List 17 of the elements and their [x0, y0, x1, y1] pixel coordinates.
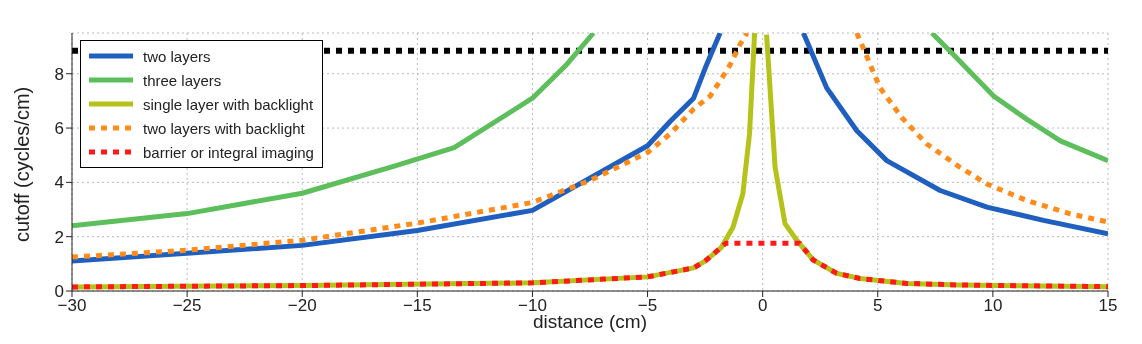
- x-tick-label: −25: [172, 296, 202, 316]
- x-tick-label: 5: [873, 296, 883, 316]
- y-tick-label: 8: [54, 64, 64, 84]
- x-tick-label: −20: [287, 296, 317, 316]
- legend-label: single layer with backlight: [143, 95, 314, 113]
- legend-label: three layers: [143, 71, 222, 89]
- y-tick-label: 2: [54, 227, 64, 247]
- x-tick-label: 0: [757, 296, 768, 316]
- x-tick-label: −15: [402, 296, 432, 316]
- legend-label: two layers with backlight: [143, 119, 305, 137]
- legend-label: barrier or integral imaging: [143, 143, 314, 161]
- x-tick-label: 10: [983, 296, 1003, 316]
- y-tick-label: 6: [54, 119, 64, 139]
- y-axis-title: cutoff (cycles/cm): [11, 86, 34, 242]
- y-tick-label: 4: [54, 173, 64, 193]
- x-tick-label: 15: [1098, 296, 1118, 316]
- legend-label: two layers: [143, 47, 211, 65]
